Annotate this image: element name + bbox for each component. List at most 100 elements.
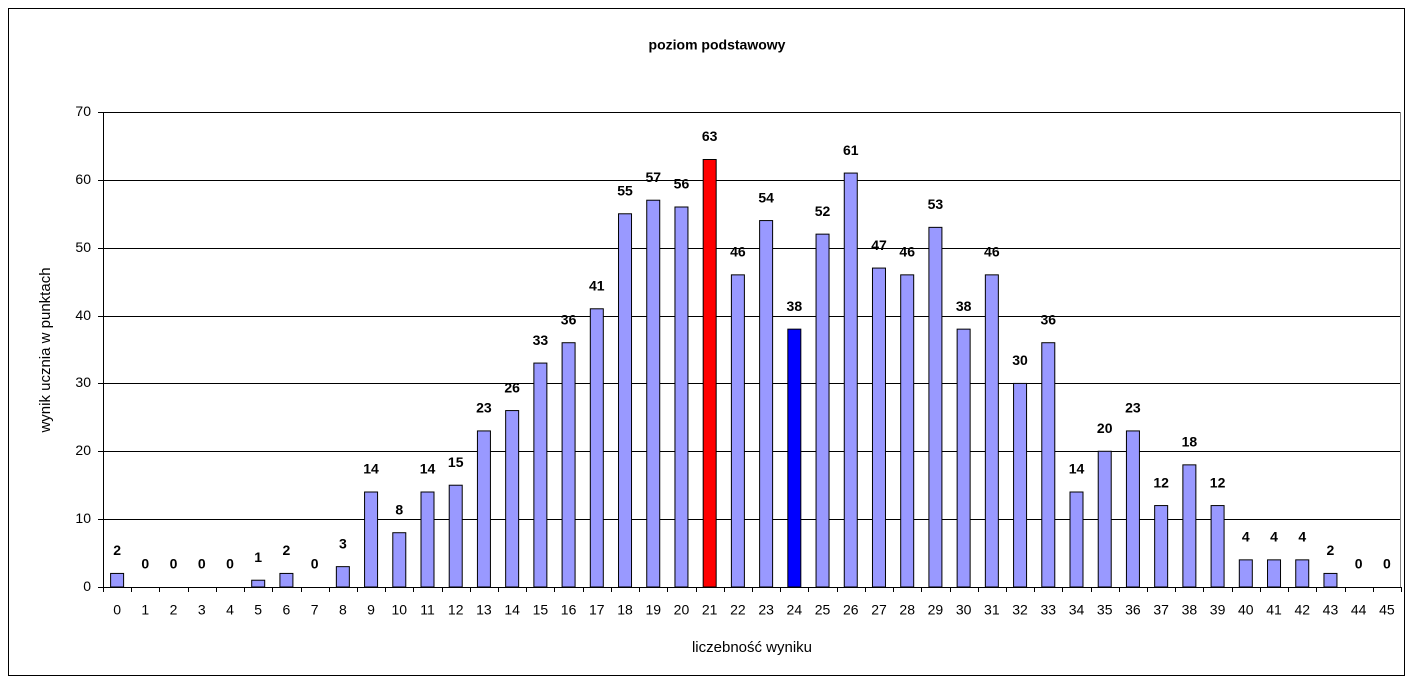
bar <box>815 233 830 588</box>
x-tick-label: 21 <box>702 602 718 618</box>
bar <box>618 213 633 588</box>
bar <box>984 274 999 588</box>
x-tick-label: 35 <box>1097 602 1113 618</box>
x-axis-label: liczebność wyniku <box>692 639 812 656</box>
value-label: 0 <box>226 556 234 572</box>
value-label: 0 <box>198 556 206 572</box>
x-tick-label: 36 <box>1125 602 1141 618</box>
x-tick-label: 13 <box>476 602 492 618</box>
value-label: 53 <box>928 196 944 212</box>
bar <box>1210 505 1225 588</box>
value-label: 46 <box>730 244 746 260</box>
value-label: 61 <box>843 142 859 158</box>
bar <box>1069 491 1084 588</box>
y-tick-label: 40 <box>75 307 91 323</box>
x-tick-label: 14 <box>504 602 520 618</box>
bar <box>900 274 915 588</box>
bar <box>392 532 407 588</box>
bar <box>1238 559 1253 588</box>
value-label: 0 <box>311 556 319 572</box>
value-label: 4 <box>1270 529 1278 545</box>
bar <box>476 430 491 588</box>
value-label: 57 <box>645 169 661 185</box>
bar <box>589 308 604 588</box>
bar <box>871 267 886 588</box>
x-tick-label: 22 <box>730 602 746 618</box>
x-tick-label: 8 <box>339 602 347 618</box>
bar <box>1267 559 1282 588</box>
x-tick-label: 10 <box>391 602 407 618</box>
x-tick-label: 45 <box>1379 602 1395 618</box>
value-label: 23 <box>476 400 492 416</box>
x-tick-label: 17 <box>589 602 605 618</box>
bar <box>956 328 971 588</box>
value-label: 52 <box>815 203 831 219</box>
bar <box>730 274 745 588</box>
value-label: 63 <box>702 128 718 144</box>
bar <box>533 362 548 588</box>
x-tick-label: 41 <box>1266 602 1282 618</box>
bar <box>787 328 802 588</box>
x-tick-label: 9 <box>367 602 375 618</box>
y-tick-label: 70 <box>75 103 91 119</box>
value-label: 46 <box>984 244 1000 260</box>
y-tick-label: 50 <box>75 239 91 255</box>
value-label: 56 <box>674 176 690 192</box>
value-label: 47 <box>871 237 887 253</box>
value-label: 14 <box>420 461 436 477</box>
x-tick-label: 19 <box>645 602 661 618</box>
value-label: 0 <box>141 556 149 572</box>
x-tick-label: 34 <box>1069 602 1085 618</box>
value-label: 36 <box>1040 311 1056 327</box>
x-tick-label: 1 <box>141 602 149 618</box>
value-label: 18 <box>1182 434 1198 450</box>
bar <box>561 342 576 588</box>
value-label: 33 <box>533 332 549 348</box>
y-tick-label: 60 <box>75 171 91 187</box>
x-tick-label: 16 <box>561 602 577 618</box>
value-label: 14 <box>1069 461 1085 477</box>
value-label: 41 <box>589 277 605 293</box>
bar <box>420 491 435 588</box>
value-label: 15 <box>448 454 464 470</box>
x-tick-label: 3 <box>198 602 206 618</box>
y-tick-label: 30 <box>75 374 91 390</box>
bar <box>646 199 661 588</box>
value-label: 23 <box>1125 400 1141 416</box>
x-tick-label: 30 <box>956 602 972 618</box>
x-tick-label: 37 <box>1153 602 1169 618</box>
value-label: 2 <box>283 542 291 558</box>
bar <box>1295 559 1310 588</box>
y-tick-label: 0 <box>83 578 91 594</box>
x-tick-label: 4 <box>226 602 234 618</box>
value-label: 1 <box>254 549 262 565</box>
x-tick-label: 33 <box>1040 602 1056 618</box>
bar <box>1182 464 1197 588</box>
bar <box>1041 342 1056 588</box>
value-label: 30 <box>1012 352 1028 368</box>
value-label: 12 <box>1210 474 1226 490</box>
chart-title: poziom podstawowy <box>649 37 786 53</box>
value-label: 38 <box>956 298 972 314</box>
x-tick-label: 15 <box>533 602 549 618</box>
bar <box>1013 382 1028 588</box>
x-tick-label: 44 <box>1351 602 1367 618</box>
value-label: 38 <box>787 298 803 314</box>
x-tick-label: 5 <box>254 602 262 618</box>
value-label: 4 <box>1298 529 1306 545</box>
value-label: 0 <box>1355 556 1363 572</box>
x-tick-label: 20 <box>674 602 690 618</box>
x-tick-label: 6 <box>283 602 291 618</box>
bar <box>1154 505 1169 588</box>
x-tick-label: 42 <box>1294 602 1310 618</box>
bar <box>674 206 689 588</box>
bar <box>759 220 774 588</box>
value-label: 0 <box>170 556 178 572</box>
bar <box>1097 450 1112 588</box>
value-label: 4 <box>1242 529 1250 545</box>
bar <box>1323 572 1338 588</box>
bar <box>448 484 463 588</box>
x-tick-label: 39 <box>1210 602 1226 618</box>
value-label: 36 <box>561 311 577 327</box>
bar <box>843 172 858 588</box>
